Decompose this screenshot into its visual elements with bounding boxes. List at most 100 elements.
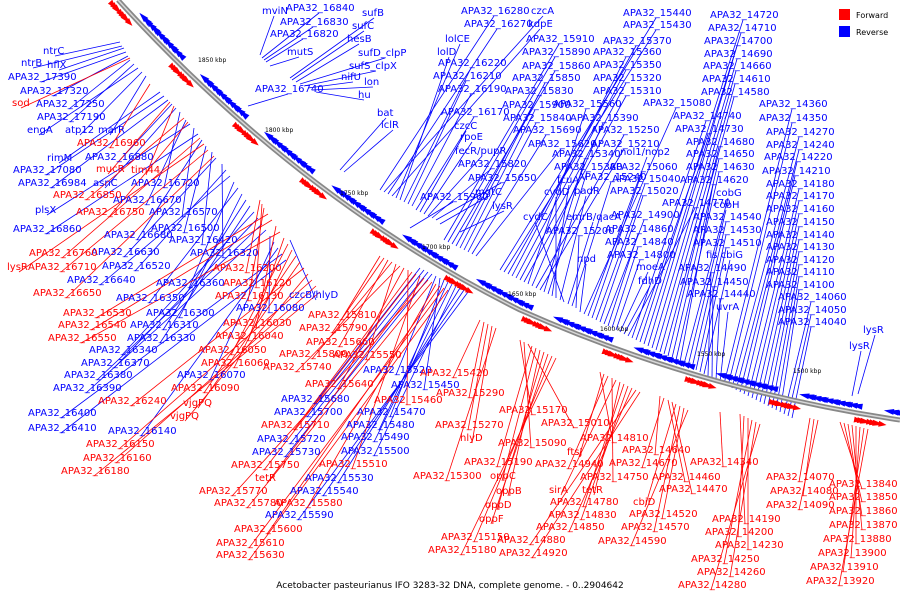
leader-line: [463, 109, 536, 251]
reverse-gene-arrow: [584, 329, 593, 335]
leader-line: [779, 289, 800, 413]
gene-label: APA32_16350: [116, 293, 185, 304]
gene-label: APA32_15540: [290, 486, 359, 497]
leader-line: [263, 26, 314, 61]
gene-label: APA32_14710: [708, 23, 777, 34]
legend-forward-label: Forward: [856, 11, 888, 20]
gene-label: APA32_14460: [652, 472, 721, 483]
gene-label: APA32_16150: [86, 439, 155, 450]
leader-line: [159, 205, 251, 344]
leader-line: [306, 283, 437, 509]
leader-line: [58, 91, 161, 164]
reverse-gene-arrow: [304, 164, 316, 175]
reverse-gene-arrow: [893, 410, 900, 416]
leader-line: [460, 357, 557, 556]
leader-line: [471, 325, 493, 444]
leader-line: [515, 69, 627, 279]
gene-label: APA32_16280: [461, 6, 530, 17]
gene-label: APA32_14570: [621, 522, 690, 533]
leader-line: [767, 251, 800, 407]
leader-line: [631, 120, 707, 339]
gene-label: mucR: [96, 164, 125, 175]
gene-label: APA32_17390: [8, 72, 77, 83]
gene-label: APA32_14590: [598, 536, 667, 547]
leader-line: [46, 123, 191, 216]
leader-line: [527, 108, 587, 285]
gene-label: ntrB: [21, 58, 42, 69]
gene-label: APA32_13900: [818, 548, 887, 559]
gene-label: APA32_15550: [333, 350, 402, 361]
gene-label: APA32_16170: [441, 107, 510, 118]
reverse-gene-arrow: [238, 109, 250, 120]
leader-line: [571, 181, 612, 307]
leader-line: [539, 148, 625, 291]
leader-line: [339, 117, 387, 171]
gene-label: APA32_14810: [580, 433, 649, 444]
gene-label: APA32_14940: [535, 459, 604, 470]
gene-label: APA32_14670: [609, 458, 678, 469]
gene-label: APA32_15020: [610, 186, 679, 197]
gene-label: APA32_14640: [622, 445, 691, 456]
forward-gene-arrow: [390, 242, 399, 249]
leader-line: [467, 323, 489, 431]
gene-label: APA32_15860: [522, 61, 591, 72]
leader-line: [322, 289, 465, 497]
gene-label: APA32_16420: [169, 235, 238, 246]
reverse-gene-arrow: [724, 375, 733, 381]
leader-line: [295, 265, 401, 373]
reverse-gene-arrow: [587, 330, 598, 337]
reverse-gene-arrow: [636, 348, 649, 356]
legend-reverse-swatch: [839, 26, 850, 37]
leader-line: [459, 95, 539, 249]
tick-label: 1750 kbp: [340, 190, 368, 197]
gene-label: lolD: [437, 47, 457, 58]
gene-label: APA32_16880: [85, 152, 154, 163]
leader-line: [145, 105, 175, 176]
gene-label: lolCE: [445, 34, 470, 45]
leader-line: [351, 275, 421, 470]
gene-label: APA32_13910: [810, 562, 879, 573]
gene-label: APA32_15910: [526, 34, 595, 45]
gene-label: APA32_16080: [236, 303, 305, 314]
leader-line: [343, 129, 394, 173]
gene-label: APA32_15390: [570, 113, 639, 124]
gene-label: APA32_16540: [58, 320, 127, 331]
leader-line: [471, 134, 547, 255]
leader-line: [838, 428, 869, 587]
gene-label: APA32_14170: [766, 191, 835, 202]
gene-label: APA32_16640: [67, 275, 136, 286]
leader-line: [188, 181, 235, 289]
gene-label: APA32_14270: [766, 127, 835, 138]
leader-line: [315, 91, 365, 101]
gene-label: APA32_16220: [438, 58, 507, 69]
leader-lines: [18, 12, 876, 591]
leader-line: [635, 133, 709, 341]
gene-label: lon: [364, 77, 379, 88]
gene-label: lysR: [863, 325, 884, 336]
leader-line: [289, 17, 375, 79]
leader-line: [18, 143, 205, 273]
gene-label: APA32_16180: [61, 466, 130, 477]
gene-label: APA32_14770: [662, 198, 731, 209]
tick-label: 1800 kbp: [265, 127, 293, 134]
gene-label: APA32_16310: [130, 320, 199, 331]
gene-label: APA32_15090: [498, 438, 567, 449]
gene-label: APA32_16650: [33, 288, 102, 299]
gene-label: APA32_14800: [607, 250, 676, 261]
leader-line: [443, 43, 560, 241]
gene-label: ntrC: [43, 46, 64, 57]
gene-label: APA32_15250: [591, 125, 660, 136]
leader-line: [850, 426, 861, 559]
gene-label: APA32_15300: [413, 471, 482, 482]
reverse-gene-arrow: [374, 215, 386, 225]
leader-line: [451, 70, 556, 245]
gene-label: APA32_15420: [420, 368, 489, 379]
gene-label: APA32_16380: [64, 370, 133, 381]
gene-label: APA32_14750: [580, 472, 649, 483]
gene-label: APA32_14040: [778, 317, 847, 328]
gene-label: APA32_14880: [497, 535, 566, 546]
reverse-gene-arrow: [808, 394, 817, 401]
reverse-gene-arrow: [561, 320, 570, 326]
leader-line: [687, 209, 727, 367]
